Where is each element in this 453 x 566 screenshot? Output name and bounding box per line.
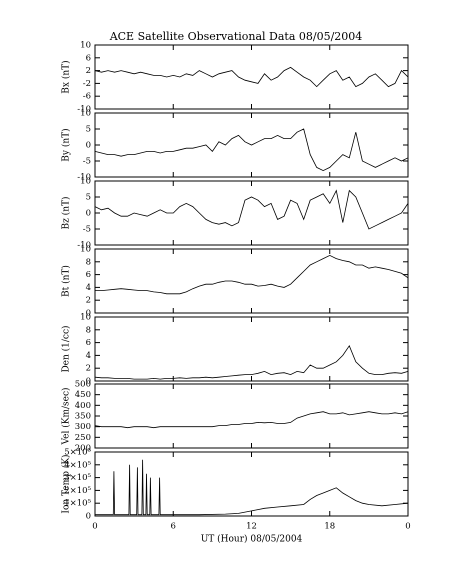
data-line bbox=[94, 189, 409, 230]
y-tick-label: 10 bbox=[80, 313, 91, 323]
y-tick-label: 8 bbox=[86, 325, 91, 335]
y-tick-label: 5 bbox=[86, 193, 91, 203]
y-tick-label: -2 bbox=[83, 79, 91, 89]
y-tick-label: 400 bbox=[75, 401, 91, 411]
y-axis-label: By (nT) bbox=[61, 128, 72, 161]
data-line bbox=[95, 254, 409, 295]
y-tick-label: 2 bbox=[86, 364, 91, 374]
y-tick-label: 2×10⁵ bbox=[64, 486, 91, 496]
y-tick-label: 0 bbox=[86, 209, 91, 219]
x-tick-label: 0 bbox=[405, 522, 410, 532]
y-tick-label: 0 bbox=[86, 309, 91, 319]
panel-frame bbox=[94, 383, 409, 449]
y-tick-label: 10 bbox=[80, 245, 91, 255]
y-tick-label: -5 bbox=[83, 225, 91, 235]
y-tick-label: 450 bbox=[75, 390, 91, 400]
y-axis-label: Vel (Km/sec) bbox=[61, 387, 72, 445]
y-axis-label: Bt (nT) bbox=[61, 265, 72, 297]
y-tick-label: 0 bbox=[86, 141, 91, 151]
panel-frame bbox=[94, 316, 409, 382]
y-tick-label: -10 bbox=[77, 241, 91, 251]
y-tick-label: 10 bbox=[80, 41, 91, 51]
y-tick-label: 200 bbox=[75, 444, 91, 454]
y-tick-label: 6 bbox=[86, 338, 91, 348]
y-tick-label: 10 bbox=[80, 109, 91, 119]
y-tick-label: 300 bbox=[75, 422, 91, 432]
y-tick-label: 1×10⁵ bbox=[64, 499, 91, 509]
y-axis-label: Den (1/cc) bbox=[61, 325, 72, 372]
y-tick-label: 5×10⁵ bbox=[64, 448, 91, 458]
y-tick-label: 5 bbox=[86, 125, 91, 135]
y-tick-label: 2 bbox=[86, 66, 91, 76]
data-line bbox=[94, 411, 409, 429]
x-tick-label: 18 bbox=[324, 522, 335, 532]
y-axis-label: Ion Temp (K) bbox=[61, 454, 72, 513]
y-tick-label: -10 bbox=[77, 173, 91, 183]
y-tick-label: -10 bbox=[77, 105, 91, 115]
x-axis-label: UT (Hour) 08/05/2004 bbox=[201, 534, 303, 545]
y-tick-label: 350 bbox=[75, 412, 91, 422]
y-tick-label: 4 bbox=[86, 283, 91, 293]
y-tick-label: 8 bbox=[86, 257, 91, 267]
y-tick-label: 10 bbox=[80, 177, 91, 187]
x-tick-label: 6 bbox=[171, 522, 176, 532]
data-line bbox=[94, 344, 409, 380]
y-tick-label: 6 bbox=[86, 53, 91, 63]
x-tick-label: 12 bbox=[246, 522, 257, 532]
y-tick-label: 3×10⁵ bbox=[64, 473, 91, 483]
data-line bbox=[95, 459, 409, 516]
y-axis-label: Bz (nT) bbox=[61, 196, 72, 229]
y-axis-label: Bx (nT) bbox=[61, 60, 72, 93]
y-tick-label: 500 bbox=[75, 380, 91, 390]
y-tick-label: 2 bbox=[86, 296, 91, 306]
panel-frame bbox=[94, 248, 409, 314]
chart-title: ACE Satellite Observational Data 08/05/2… bbox=[109, 30, 363, 43]
y-tick-label: 6 bbox=[86, 270, 91, 280]
panel-frame bbox=[94, 180, 409, 246]
x-tick-label: 0 bbox=[92, 522, 97, 532]
y-tick-label: 4 bbox=[86, 351, 91, 361]
y-tick-label: 0 bbox=[86, 377, 91, 387]
y-tick-label: 4×10⁵ bbox=[64, 460, 91, 470]
y-tick-label: 0 bbox=[86, 512, 91, 522]
y-tick-label: -6 bbox=[83, 92, 91, 102]
y-tick-label: -5 bbox=[83, 157, 91, 167]
panel-frame bbox=[94, 44, 409, 110]
data-line bbox=[94, 128, 409, 172]
y-tick-label: 250 bbox=[75, 433, 91, 443]
data-line bbox=[94, 66, 409, 88]
